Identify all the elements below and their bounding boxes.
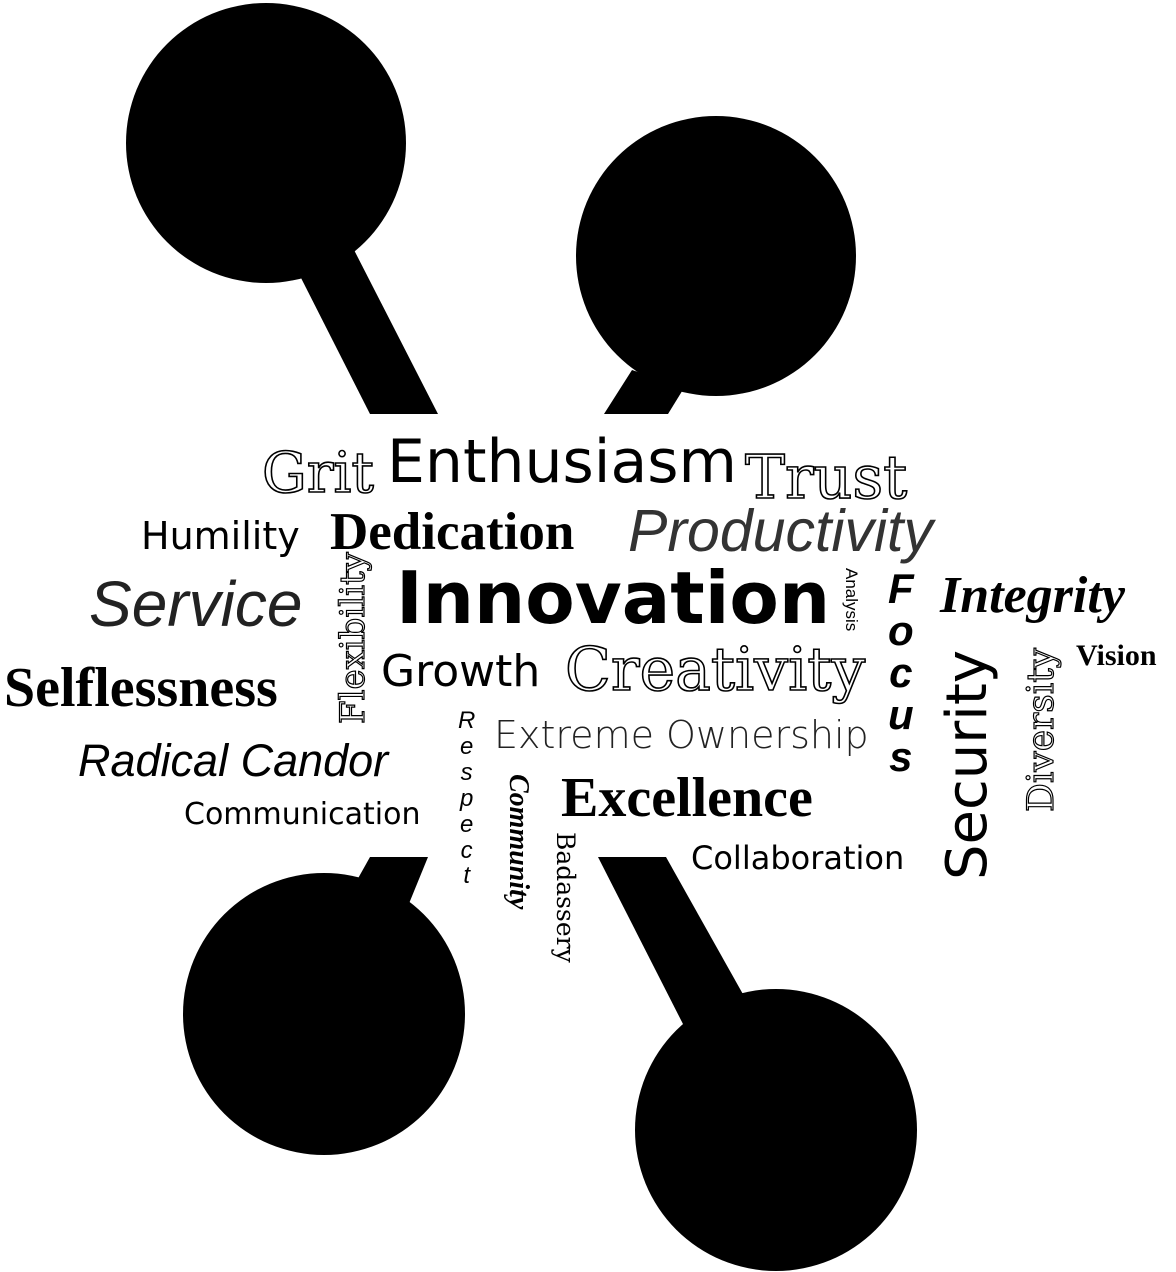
- word-humility: Humility: [141, 514, 300, 558]
- word-flexibility: Flexibility: [332, 551, 373, 724]
- word-trust: Trust: [744, 443, 908, 513]
- focus-letter: u: [888, 691, 914, 738]
- respect-letter: p: [459, 784, 474, 812]
- node-top-left: [126, 3, 406, 283]
- word-innovation: Innovation: [396, 556, 831, 640]
- word-grit: Grit: [261, 441, 375, 506]
- word-badassery: Badassery: [551, 832, 580, 963]
- word-creativity: Creativity: [564, 635, 866, 705]
- word-collaboration: Collaboration: [691, 839, 905, 877]
- stem-top-right: [604, 370, 684, 414]
- word-analysis: Analysis: [842, 568, 861, 632]
- node-bottom-right: [635, 989, 917, 1271]
- respect-letter: s: [460, 758, 473, 786]
- word-diversity: Diversity: [1020, 647, 1062, 812]
- word-growth: Growth: [381, 646, 541, 697]
- respect-letter: e: [459, 732, 474, 760]
- word-productivity: Productivity: [628, 498, 933, 564]
- focus-letter: F: [888, 565, 914, 612]
- word-vision: Vision: [1076, 639, 1157, 672]
- word-community: Community: [503, 774, 534, 910]
- node-top-right: [576, 116, 856, 396]
- stem-bottom-right: [598, 857, 744, 1026]
- respect-letter: t: [463, 862, 470, 890]
- stem-bottom-left: [356, 857, 428, 906]
- node-bottom-left: [183, 873, 465, 1155]
- word-extreme-ownership: Extreme Ownership: [494, 713, 869, 757]
- word-service: Service: [89, 568, 303, 640]
- respect-letter: R: [458, 707, 476, 734]
- focus-letter: c: [889, 649, 913, 696]
- respect-letter: e: [459, 810, 474, 838]
- word-communication: Communication: [184, 797, 421, 832]
- stem-top-left: [298, 246, 438, 414]
- word-dedication: Dedication: [330, 503, 575, 561]
- focus-letter: o: [888, 607, 914, 654]
- word-radical-candor: Radical Candor: [78, 735, 389, 786]
- word-excellence: Excellence: [561, 767, 813, 829]
- respect-letter: c: [460, 836, 473, 864]
- focus-letter: s: [889, 733, 913, 780]
- word-enthusiasm: Enthusiasm: [387, 427, 737, 497]
- word-focus: F o c u s: [888, 568, 914, 778]
- word-respect: R e s p e c t: [458, 708, 475, 889]
- word-integrity: Integrity: [940, 567, 1125, 624]
- word-selflessness: Selflessness: [4, 657, 278, 719]
- word-security: Security: [935, 650, 1000, 880]
